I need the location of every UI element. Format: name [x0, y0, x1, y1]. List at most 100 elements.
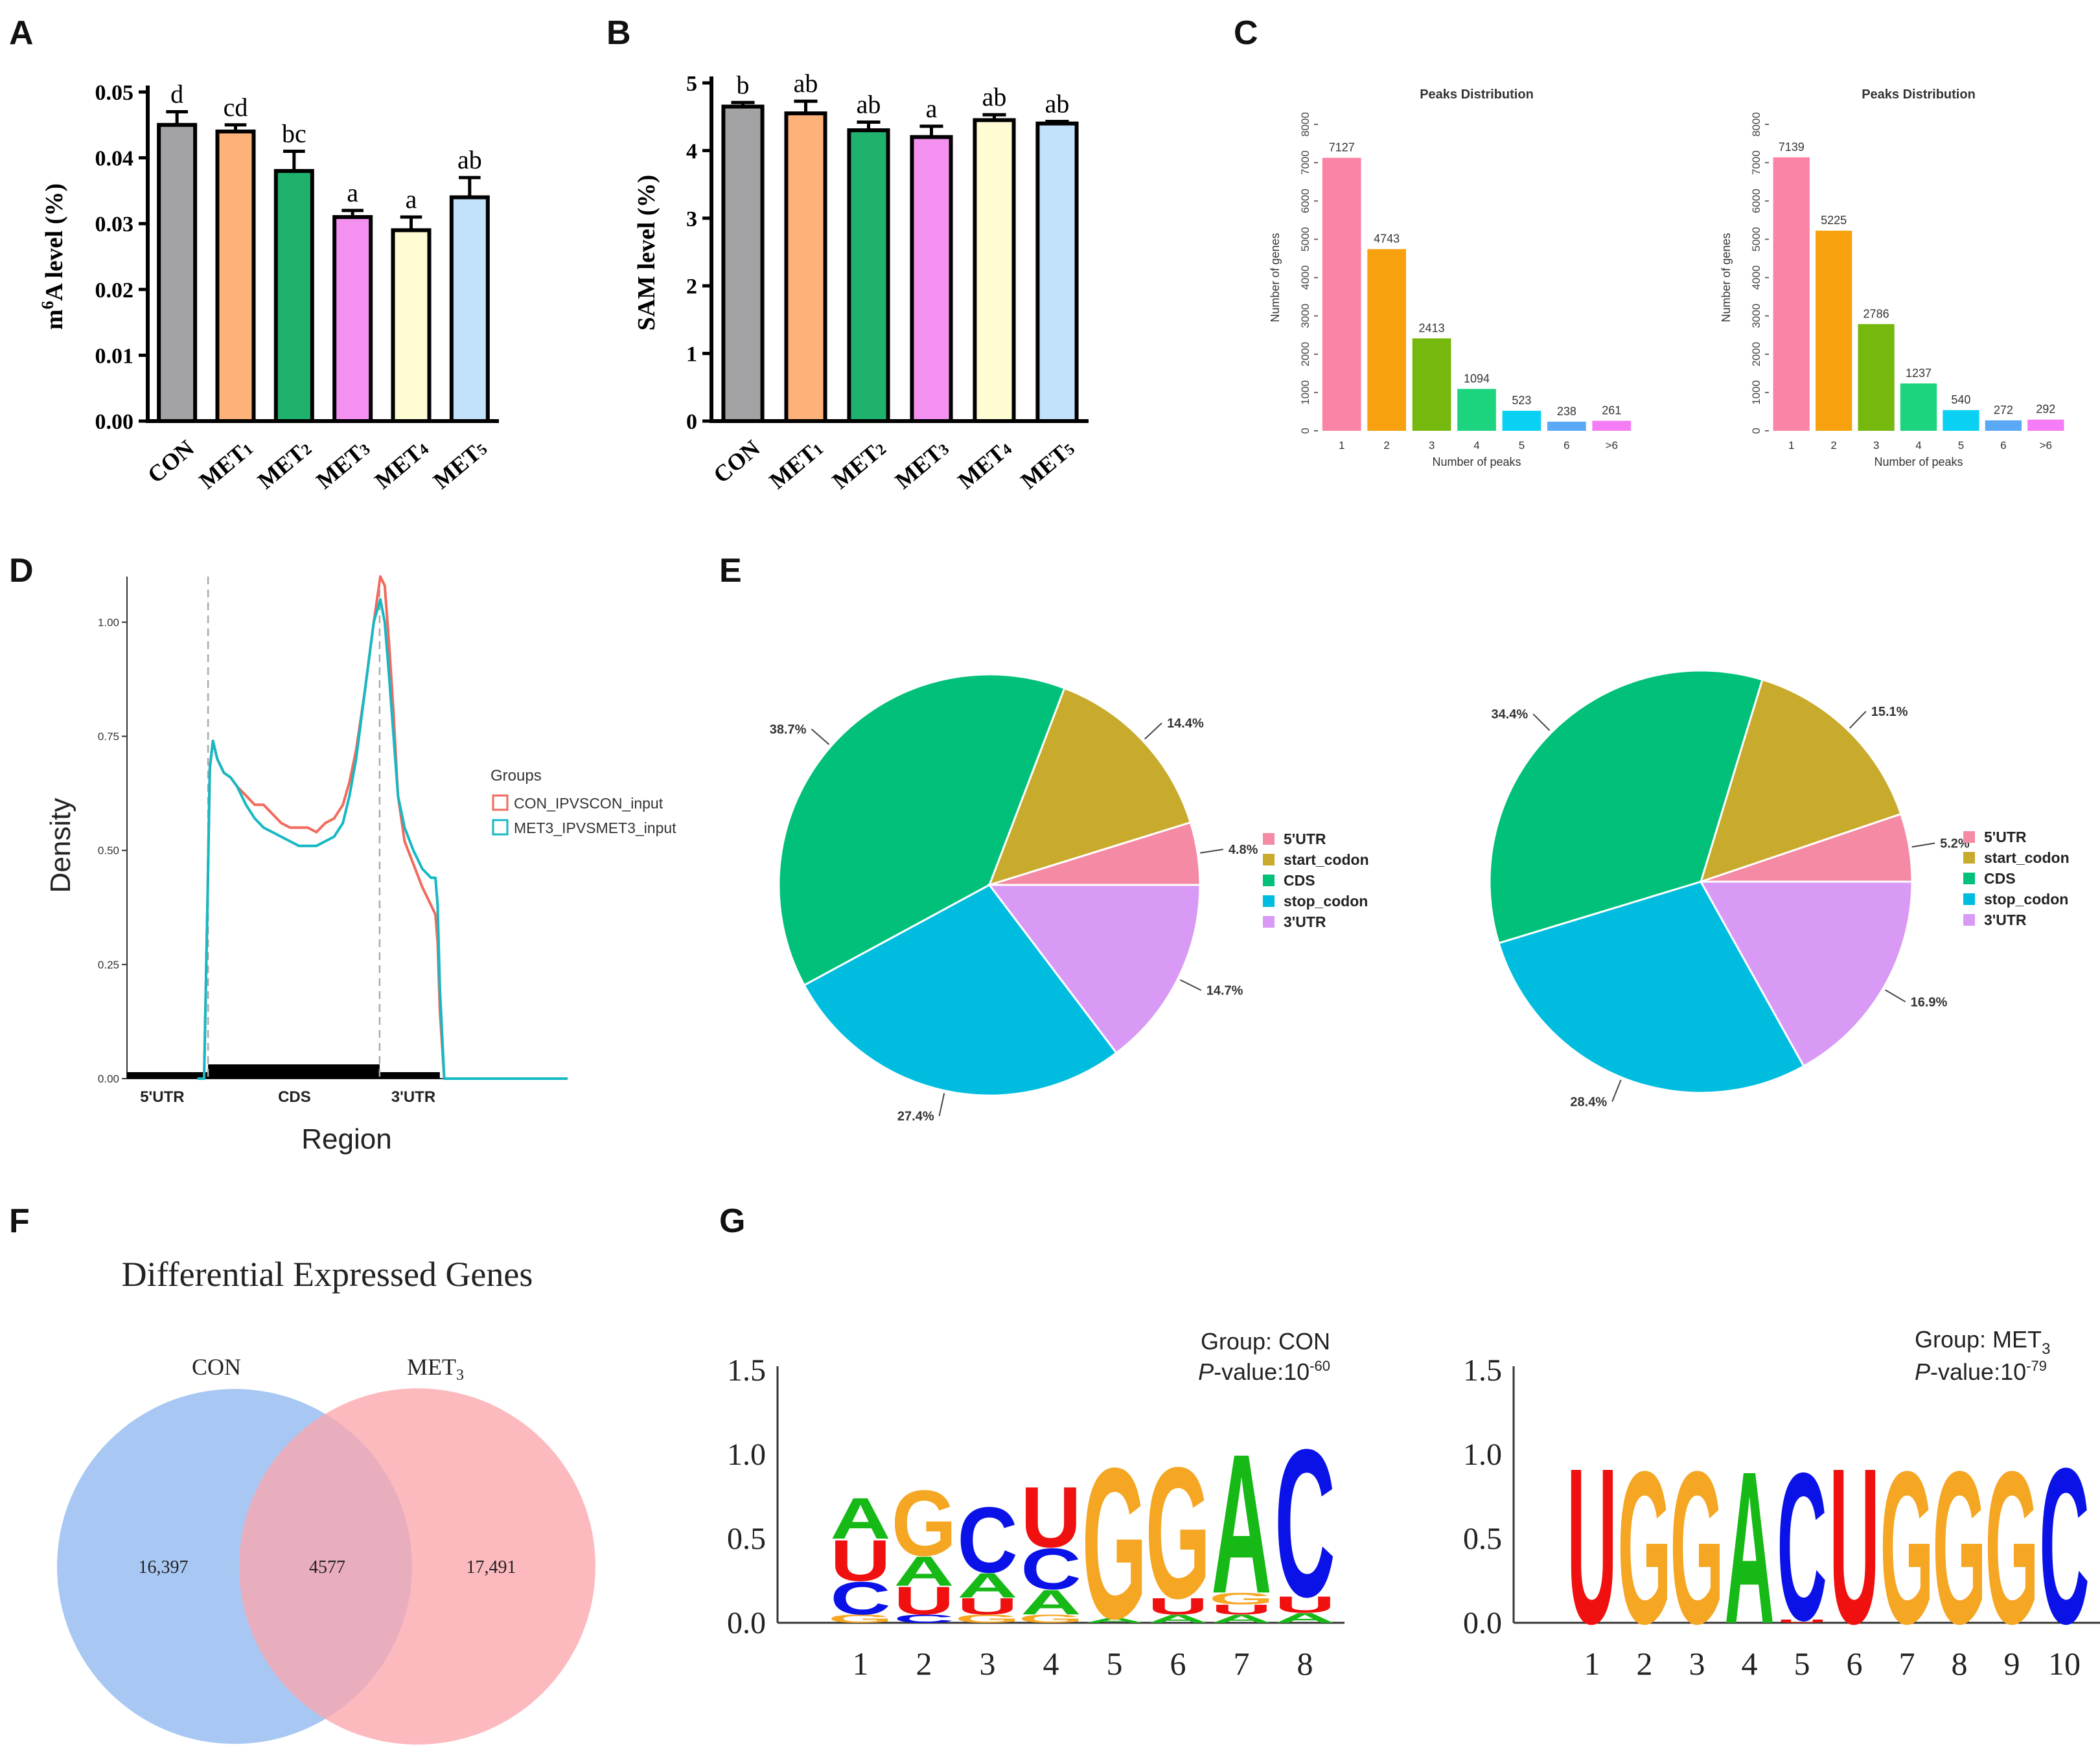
panel-label-g: G — [719, 1202, 745, 1240]
y-tick-label: 0 — [1299, 428, 1311, 433]
y-axis-label: Number of genes — [1269, 233, 1282, 322]
category-label: MET2 — [827, 435, 890, 494]
y-tick-label: 1.5 — [1463, 1353, 1502, 1388]
logo-letter: C — [894, 1612, 954, 1625]
logo-letter: G — [1082, 1424, 1148, 1664]
logo-letter: C — [1777, 1430, 1827, 1665]
bar — [1035, 121, 1079, 423]
chart-b-sam-level: 0 1 2 3 4 5 b CON ab MET1 ab MET2 a MET3 ab MET4 ab MET5 S… — [633, 69, 1089, 494]
x-tick-label: 10 — [2048, 1645, 2081, 1682]
pie-leader-line — [1532, 713, 1551, 731]
x-tick-label: 9 — [2004, 1645, 2020, 1682]
y-tick-label: 0.01 — [95, 344, 134, 368]
logo-letter: U — [830, 1528, 890, 1593]
ylabel-part: m — [41, 309, 68, 330]
pie-value-label: 15.1% — [1871, 705, 1908, 719]
x-tick-label: 3 — [1873, 439, 1879, 452]
x-tick-label: 3 — [980, 1645, 996, 1682]
logo-letter: C — [1275, 1406, 1335, 1641]
y-tick-label: 3000 — [1750, 304, 1762, 328]
bar — [332, 215, 373, 423]
category-label: CON — [143, 435, 199, 488]
chart-e-pie-con: 4.8% 14.4% 38.7% 27.4% 14.7% 5'UTR start_codon… — [770, 673, 1369, 1124]
significance-letter: d — [170, 79, 183, 108]
bar — [1900, 383, 1937, 431]
chart-f-venn: Differential Expressed Genes CON MET3 16,39… — [57, 1255, 595, 1745]
legend-swatch — [1263, 833, 1275, 845]
chart-g-logo-con: 0.00.51.01.5GCUA1CUAG2GUAC3GACU4AG5AUG6A… — [727, 1328, 1344, 1682]
y-tick-label: 7000 — [1299, 150, 1311, 175]
logo-letter: G — [1146, 1428, 1211, 1638]
legend-label: CDS — [1284, 872, 1315, 889]
legend-title: Groups — [490, 767, 542, 785]
legend-label: 3'UTR — [1284, 913, 1326, 930]
y-axis-label: m6A level (%) — [38, 183, 68, 330]
bar — [847, 128, 890, 424]
chart-c-peaks-distribution-con: Peaks Distribution 0 1000 2000 3000 4000 5000 6… — [1269, 87, 1632, 468]
x-axis-label: Number of peaks — [1874, 455, 1963, 468]
y-tick-label: 0.0 — [727, 1606, 766, 1640]
logo-letter: U — [1148, 1594, 1208, 1620]
y-tick-label: 5000 — [1299, 227, 1311, 251]
x-tick-label: 2 — [1637, 1645, 1653, 1682]
p-exponent: -60 — [1310, 1358, 1330, 1374]
p-letter: P — [1198, 1358, 1214, 1385]
density-line — [197, 598, 568, 1080]
pie-slice — [987, 884, 1201, 1055]
bar — [1858, 324, 1895, 431]
bar — [973, 118, 1016, 423]
p-exponent: -79 — [2026, 1358, 2047, 1374]
pie-slice — [1497, 880, 1805, 1094]
y-tick-label: 0 — [686, 410, 697, 434]
chart-title: Peaks Distribution — [1862, 87, 1976, 102]
y-tick-label: 8000 — [1750, 112, 1762, 137]
venn-title: Differential Expressed Genes — [122, 1255, 533, 1294]
legend-label: 5'UTR — [1284, 831, 1326, 847]
category-label: CON — [708, 435, 765, 488]
legend-swatch — [1963, 831, 1975, 843]
data-label: 2786 — [1863, 307, 1889, 320]
panel-label-d: D — [9, 552, 34, 590]
bar — [1322, 157, 1361, 431]
x-tick-label: 6 — [2000, 439, 2006, 452]
category-label: MET1 — [194, 435, 257, 494]
logo-letter: G — [1880, 1425, 1933, 1669]
y-tick-label: 1.0 — [1463, 1438, 1502, 1472]
legend-label: start_codon — [1984, 849, 2070, 866]
venn-count-met3-only: 17,491 — [467, 1557, 516, 1577]
data-label: 1094 — [1464, 372, 1490, 385]
bar — [784, 111, 827, 423]
x-tick-label: 8 — [1297, 1645, 1313, 1682]
y-axis-label: Number of genes — [1720, 233, 1733, 322]
bar — [2027, 419, 2064, 431]
x-tick-label: 4 — [1915, 439, 1921, 452]
x-tick-label: 8 — [1952, 1645, 1968, 1682]
group-base: Group: MET — [1915, 1326, 2042, 1353]
pie-slice — [778, 673, 1066, 987]
legend-swatch — [1263, 875, 1275, 886]
y-tick-label: 1.00 — [98, 616, 119, 628]
y-tick-label: 7000 — [1750, 150, 1762, 175]
data-label: 540 — [1951, 393, 1970, 406]
chart-e-pie-met3: 5.2% 15.1% 34.4% 28.4% 16.9% 5'UTR start_codon… — [1488, 669, 2070, 1109]
y-tick-label: 2 — [686, 275, 697, 299]
p-value-label: P-value:10-60 — [1198, 1358, 1330, 1385]
data-label: 261 — [1602, 404, 1621, 417]
x-tick-label: 4 — [1043, 1645, 1059, 1682]
logo-letter: U — [1021, 1469, 1081, 1565]
x-tick-label: 1 — [1788, 439, 1794, 452]
venn-count-con-only: 16,397 — [139, 1557, 189, 1577]
y-tick-label: 4 — [686, 139, 697, 163]
legend-label: MET3_IPVSMET3_input — [514, 819, 676, 836]
chart-a-m6a-level: 0.00 0.01 0.02 0.03 0.04 0.05 d CON cd MET1 bc MET2… — [38, 79, 499, 494]
p-text: -value:10 — [1214, 1358, 1310, 1385]
legend-swatch — [1963, 852, 1975, 864]
x-tick-label: 4 — [1473, 439, 1479, 452]
x-tick-label: 1 — [1584, 1645, 1600, 1682]
pie-leader-line — [811, 728, 830, 745]
category-label: MET3 — [311, 435, 375, 494]
data-label: 2413 — [1419, 321, 1445, 334]
logo-letter: C — [2039, 1421, 2089, 1669]
data-label: 292 — [2036, 403, 2055, 416]
data-label: 7127 — [1329, 141, 1355, 154]
